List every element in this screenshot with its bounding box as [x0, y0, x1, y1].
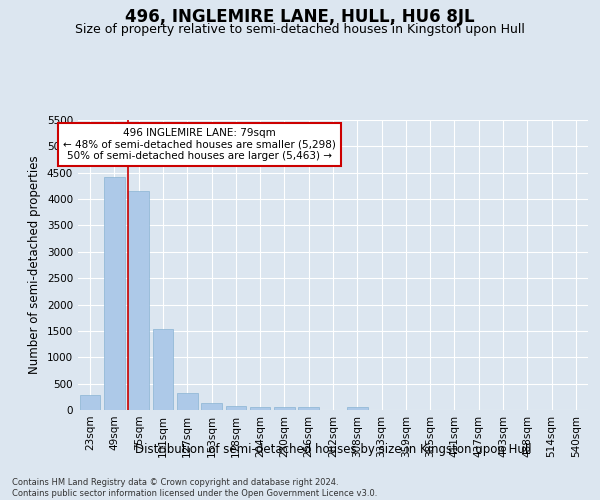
- Text: Contains HM Land Registry data © Crown copyright and database right 2024.
Contai: Contains HM Land Registry data © Crown c…: [12, 478, 377, 498]
- Text: 496 INGLEMIRE LANE: 79sqm
← 48% of semi-detached houses are smaller (5,298)
50% : 496 INGLEMIRE LANE: 79sqm ← 48% of semi-…: [63, 128, 336, 161]
- Text: Distribution of semi-detached houses by size in Kingston upon Hull: Distribution of semi-detached houses by …: [134, 442, 532, 456]
- Bar: [128, 191, 149, 410]
- Bar: [298, 407, 319, 410]
- Bar: [104, 177, 125, 410]
- Bar: [80, 395, 100, 410]
- Bar: [152, 329, 173, 410]
- Bar: [347, 407, 368, 410]
- Bar: [177, 393, 197, 410]
- Text: Size of property relative to semi-detached houses in Kingston upon Hull: Size of property relative to semi-detach…: [75, 22, 525, 36]
- Bar: [226, 406, 246, 410]
- Bar: [274, 407, 295, 410]
- Y-axis label: Number of semi-detached properties: Number of semi-detached properties: [28, 156, 41, 374]
- Text: 496, INGLEMIRE LANE, HULL, HU6 8JL: 496, INGLEMIRE LANE, HULL, HU6 8JL: [125, 8, 475, 26]
- Bar: [201, 404, 222, 410]
- Bar: [250, 406, 271, 410]
